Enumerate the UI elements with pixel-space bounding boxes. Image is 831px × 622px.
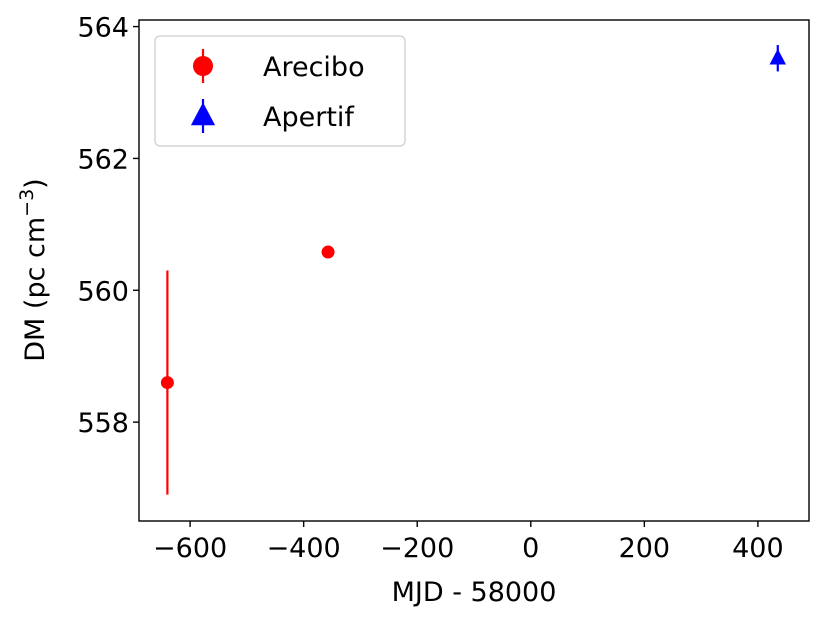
x-axis-label: MJD - 58000: [392, 577, 557, 608]
legend-label: Arecibo: [263, 52, 365, 83]
y-axis-label-main: DM (pc cm: [20, 217, 51, 362]
x-tick-label: −400: [267, 533, 341, 564]
y-tick-label: 558: [77, 408, 129, 439]
legend-box: [154, 35, 406, 147]
x-tick-label: −600: [153, 533, 227, 564]
y-tick-label: 564: [77, 13, 129, 44]
y-axis-label-suffix: ): [20, 178, 51, 189]
x-tick-label: −200: [380, 533, 454, 564]
x-tick-label: 0: [522, 533, 539, 564]
y-axis-label: DM (pc cm−3): [16, 178, 51, 361]
data-point-triangle: [769, 48, 787, 65]
data-point-circle: [321, 245, 335, 259]
x-tick-label: 200: [619, 533, 671, 564]
legend: Arecibo Apertif: [154, 35, 406, 147]
legend-marker-triangle: [190, 102, 216, 126]
data-point-circle: [160, 376, 174, 390]
legend-label: Apertif: [263, 102, 355, 133]
y-axis-label-superscript: −3: [16, 189, 38, 217]
y-tick-label: 562: [77, 144, 129, 175]
x-tick-label: 400: [732, 533, 784, 564]
legend-marker-circle: [193, 56, 213, 76]
plot-frame: [138, 19, 810, 522]
y-tick-label: 560: [77, 276, 129, 307]
